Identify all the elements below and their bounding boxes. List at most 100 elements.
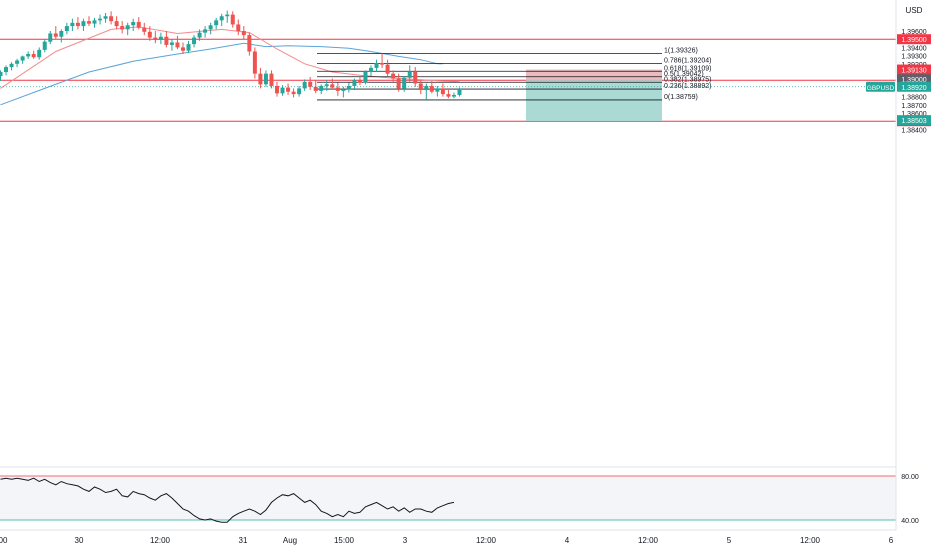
candle-body[interactable] (269, 73, 274, 86)
candle-body[interactable] (109, 16, 114, 22)
candle-body[interactable] (214, 20, 219, 26)
candle-body[interactable] (86, 21, 91, 24)
price-tick-label: 1.38600 (901, 111, 926, 118)
candle-body[interactable] (59, 31, 64, 37)
candle-body[interactable] (0, 72, 3, 77)
candle-body[interactable] (31, 53, 36, 58)
candle-body[interactable] (252, 51, 257, 74)
candle-body[interactable] (451, 94, 456, 97)
candle-body[interactable] (302, 81, 307, 89)
last-price-tag-bg (897, 81, 931, 92)
time-tick-label: 6 (889, 536, 894, 545)
candle-body[interactable] (407, 72, 412, 78)
candle-body[interactable] (330, 84, 335, 88)
candle-body[interactable] (357, 80, 362, 83)
candle-body[interactable] (125, 25, 130, 30)
candle-body[interactable] (114, 21, 119, 27)
candle-body[interactable] (142, 27, 147, 32)
candle-body[interactable] (81, 21, 86, 27)
candle-body[interactable] (346, 85, 351, 90)
candle-body[interactable] (280, 87, 285, 94)
time-tick-label: Aug (283, 536, 297, 545)
position-price-tag: 1.39130 (901, 68, 926, 75)
candle-body[interactable] (297, 88, 302, 95)
candle-body[interactable] (169, 42, 174, 45)
candle-body[interactable] (230, 14, 235, 25)
candle-body[interactable] (313, 86, 318, 91)
candle-body[interactable] (203, 29, 208, 33)
candle-body[interactable] (192, 37, 197, 45)
candle-body[interactable] (380, 62, 385, 65)
candle-body[interactable] (396, 78, 401, 89)
candle-body[interactable] (435, 88, 440, 92)
candle-body[interactable] (153, 37, 158, 41)
candle-body[interactable] (42, 41, 47, 50)
candle-body[interactable] (186, 44, 191, 51)
candle-body[interactable] (275, 85, 279, 94)
candle-body[interactable] (48, 33, 53, 42)
candle-body[interactable] (147, 31, 152, 38)
position-price-tag-bg (897, 74, 931, 85)
candle-body[interactable] (4, 67, 9, 72)
candle-body[interactable] (440, 88, 445, 95)
candle-body[interactable] (418, 83, 423, 91)
candle-body[interactable] (131, 21, 136, 26)
time-axis[interactable]: 00 30 12:00 31 Aug 15:00 3 12:00 4 12:00 5 12:00 6 (0, 529, 896, 545)
rsi-pane[interactable] (0, 466, 896, 523)
candle-body[interactable] (208, 25, 213, 30)
candle-body[interactable] (26, 53, 31, 57)
time-tick-label: 12:00 (150, 536, 171, 545)
candle-body[interactable] (374, 62, 379, 68)
candle-body[interactable] (429, 85, 434, 92)
price-pane[interactable]: 1(1.39326)0.786(1.39204)0.618(1.39109)0.… (0, 10, 896, 122)
candle-body[interactable] (391, 73, 396, 79)
candle-body[interactable] (258, 73, 263, 85)
candle-body[interactable] (180, 47, 185, 51)
candle-body[interactable] (352, 80, 357, 86)
candle-body[interactable] (197, 32, 202, 38)
candle-body[interactable] (247, 35, 252, 52)
candle-body[interactable] (92, 20, 97, 24)
candle-body[interactable] (319, 85, 324, 91)
candle-body[interactable] (286, 87, 291, 92)
candle-body[interactable] (136, 21, 141, 28)
candle-body[interactable] (70, 22, 75, 27)
candle-body[interactable] (64, 26, 69, 31)
candle-body[interactable] (236, 24, 241, 31)
candle-body[interactable] (9, 63, 14, 68)
candle-body[interactable] (164, 36, 169, 45)
candle-body[interactable] (98, 18, 103, 21)
candle-body[interactable] (341, 89, 346, 91)
candle-body[interactable] (335, 87, 340, 91)
candle-body[interactable] (385, 64, 390, 74)
candle-body[interactable] (241, 31, 246, 36)
candle-body[interactable] (324, 84, 329, 86)
ema-slow-line[interactable] (0, 42, 443, 106)
candle-body[interactable] (363, 72, 368, 83)
candle-body[interactable] (291, 91, 296, 95)
candle-body[interactable] (225, 14, 230, 17)
candle-body[interactable] (402, 77, 407, 89)
candle-body[interactable] (424, 85, 429, 91)
candle-body[interactable] (15, 60, 20, 64)
candle-body[interactable] (75, 22, 80, 27)
candle-body[interactable] (20, 56, 25, 61)
candle-body[interactable] (413, 72, 418, 84)
candle-body[interactable] (457, 88, 462, 95)
candle-body[interactable] (158, 36, 163, 41)
stop-loss-zone[interactable] (526, 69, 662, 81)
rsi-line[interactable] (0, 477, 455, 523)
candle-body[interactable] (175, 42, 180, 48)
candle-body[interactable] (308, 81, 313, 87)
rsi-band (0, 476, 896, 520)
candle-body[interactable] (53, 33, 58, 37)
candle-body[interactable] (263, 73, 268, 85)
take-profit-zone[interactable] (526, 80, 662, 121)
candle-body[interactable] (446, 94, 451, 97)
candle-body[interactable] (103, 16, 108, 19)
candle-body[interactable] (120, 26, 125, 30)
candle-body[interactable] (219, 16, 224, 21)
candle-body[interactable] (369, 67, 374, 72)
candle-body[interactable] (37, 49, 42, 58)
